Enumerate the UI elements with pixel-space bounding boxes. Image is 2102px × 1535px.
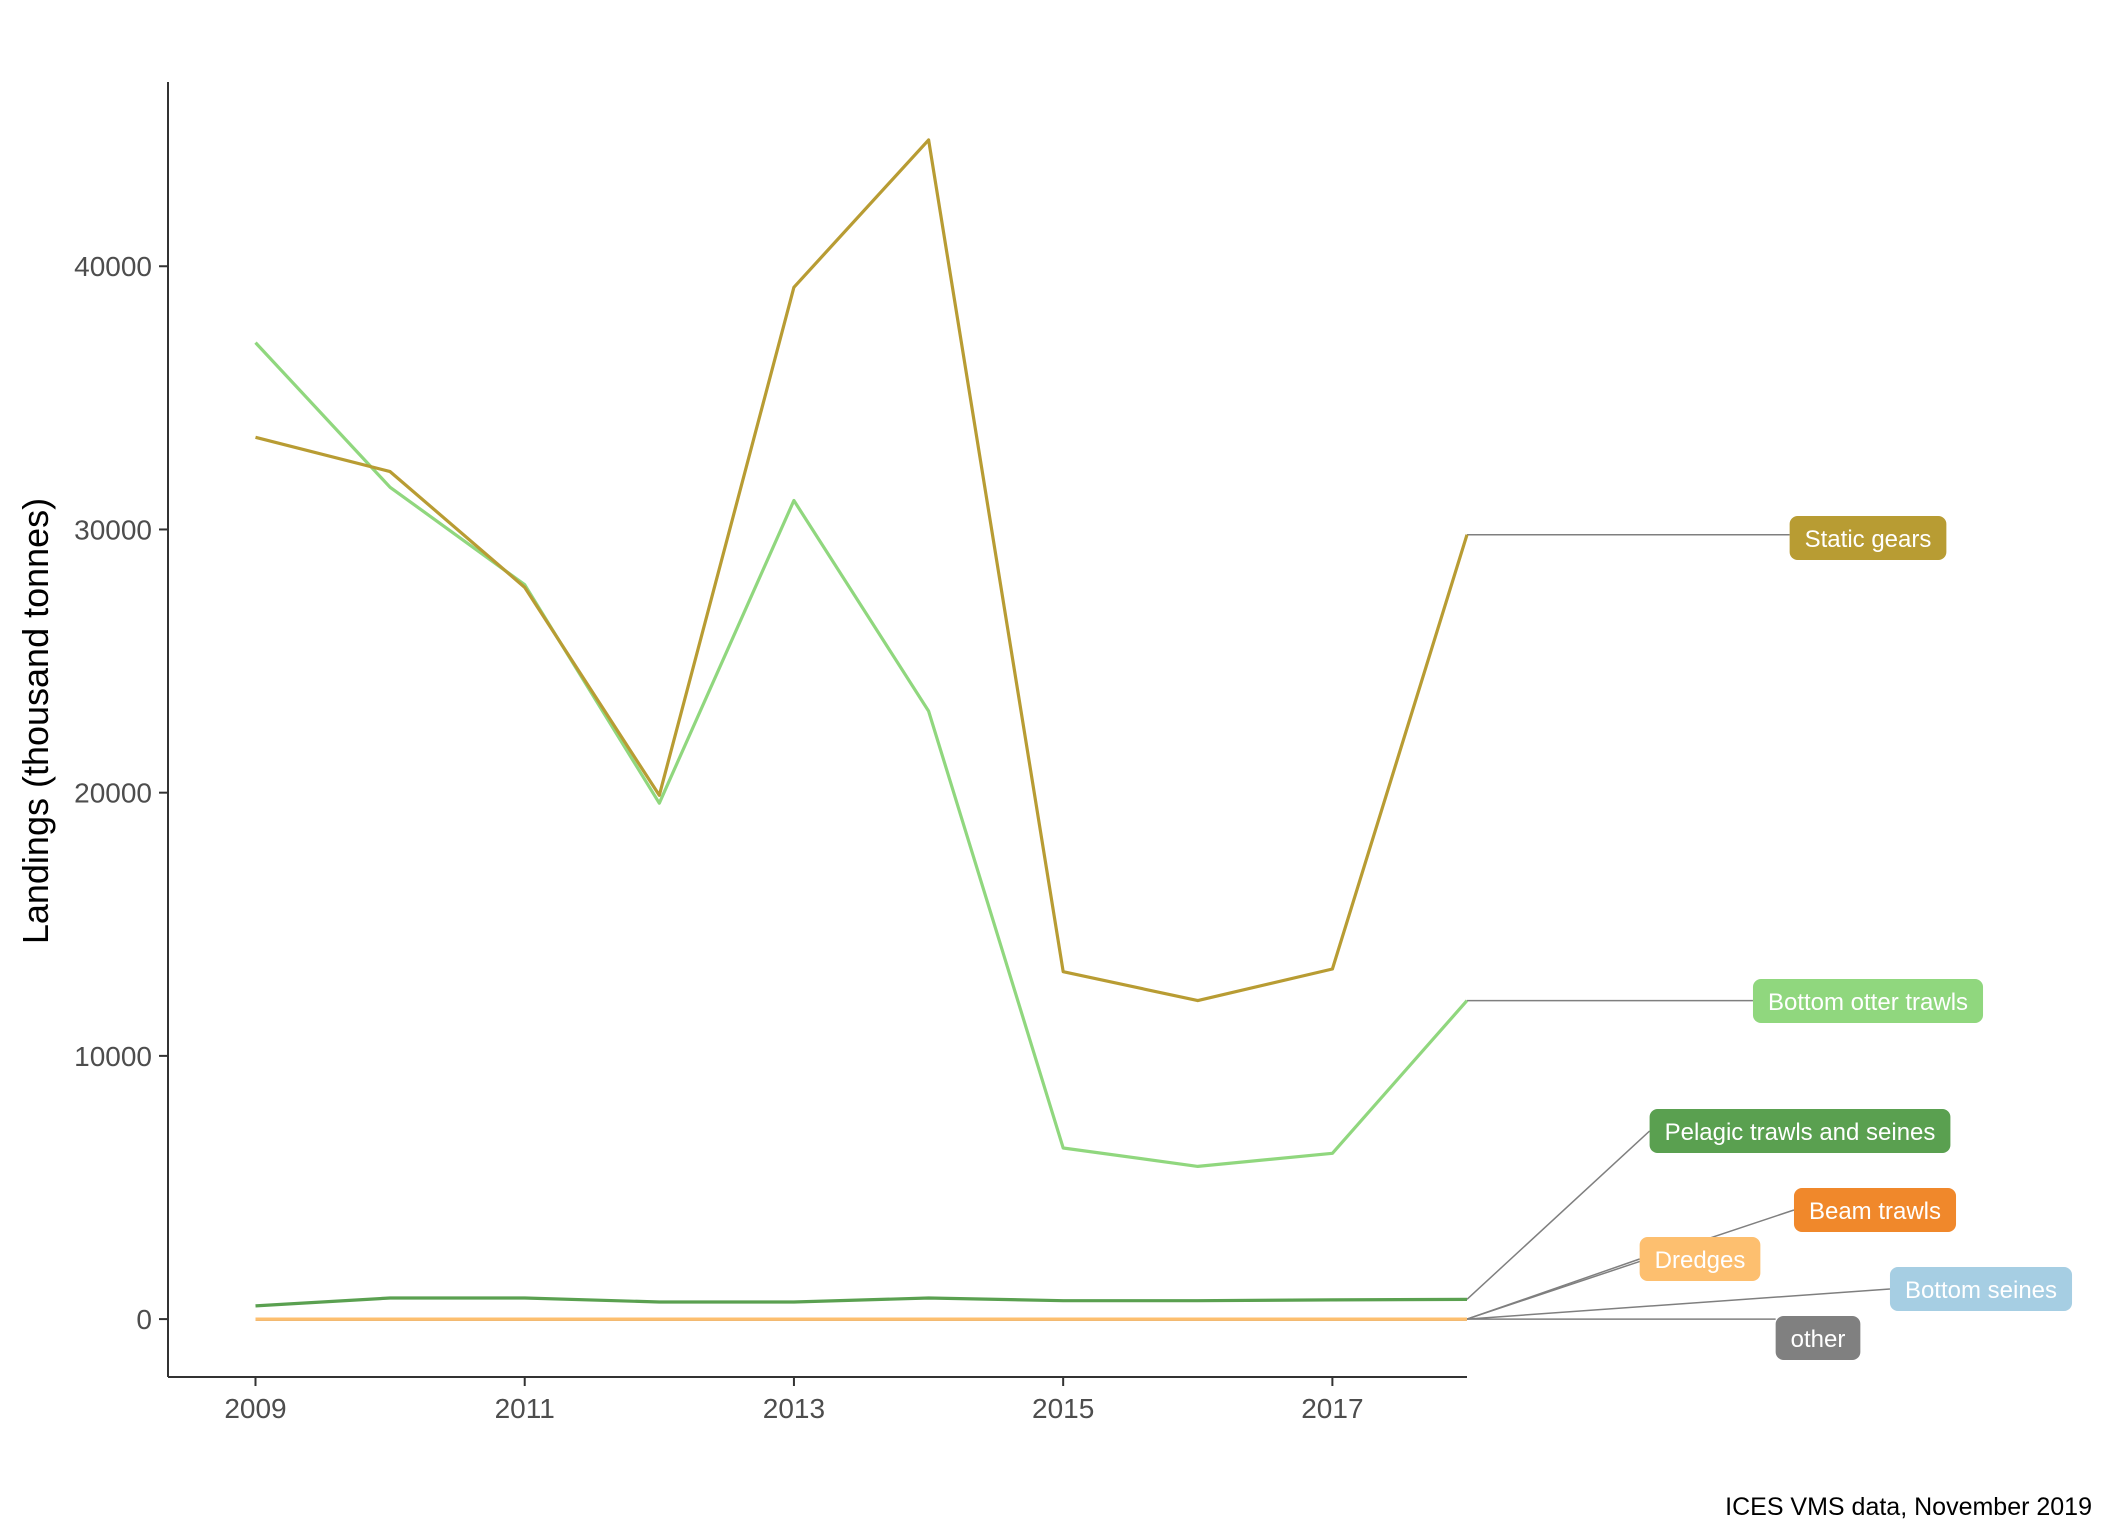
series-lines <box>254 138 1469 1321</box>
series-label-other <box>1775 1316 1861 1360</box>
chart-caption: ICES VMS data, November 2019 <box>1725 1493 2092 1521</box>
series-label-pelagic-trawls-and-seines <box>1649 1109 1951 1153</box>
series-label-text-beam-trawls: Beam trawls <box>1809 1198 1941 1225</box>
series-label-bottom-otter-trawls <box>1752 979 1984 1023</box>
label-leader-lines <box>1466 533 1891 1320</box>
leader-line-pelagic-trawls-and-seines <box>1466 1130 1651 1300</box>
y-tick-label: 0 <box>136 1304 152 1335</box>
x-tick-label: 2017 <box>1301 1393 1363 1424</box>
series-label-text-dredges: Dredges <box>1655 1247 1746 1274</box>
y-ticks: 0 10000 20000 30000 40000 <box>74 251 168 1335</box>
series-label-static-gears <box>1789 516 1947 560</box>
x-tick-label: 2015 <box>1032 1393 1094 1424</box>
x-ticks: 2009 2011 2013 2015 2017 <box>224 1377 1364 1424</box>
series-label-bottom-seines <box>1889 1267 2073 1311</box>
series-label-text-static-gears: Static gears <box>1805 526 1932 553</box>
series-line-pelagic-trawls-and-seines <box>255 1296 1468 1308</box>
y-tick-label: 10000 <box>74 1041 152 1072</box>
x-tick-label: 2009 <box>224 1393 286 1424</box>
x-tick-label: 2013 <box>763 1393 825 1424</box>
series-labels: Static gears Bottom otter trawls Pelagic t… <box>1639 516 2073 1360</box>
series-label-dredges <box>1639 1237 1761 1281</box>
series-label-text-other: other <box>1791 1326 1846 1353</box>
series-label-text-bottom-seines: Bottom seines <box>1905 1277 2057 1304</box>
x-tick-label: 2011 <box>495 1393 555 1424</box>
y-axis-title: Landings (thousand tonnes) <box>15 498 56 944</box>
series-line-static-gears <box>255 138 1469 1003</box>
series-label-text-bottom-otter-trawls: Bottom otter trawls <box>1768 989 1968 1016</box>
leader-line-bottom-seines <box>1466 1288 1891 1320</box>
series-label-text-pelagic-trawls-and-seines: Pelagic trawls and seines <box>1665 1119 1936 1146</box>
leader-line-dredges <box>1466 1258 1640 1320</box>
series-label-beam-trawls <box>1793 1188 1957 1232</box>
y-tick-label: 40000 <box>74 251 152 282</box>
y-tick-label: 30000 <box>74 514 152 545</box>
series-line-bottom-otter-trawls <box>254 341 1469 1169</box>
y-tick-label: 20000 <box>74 778 152 809</box>
